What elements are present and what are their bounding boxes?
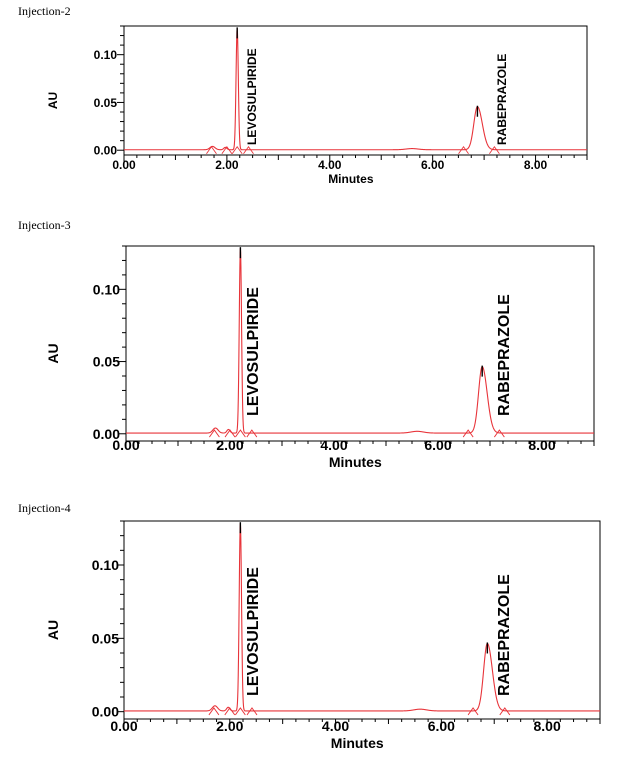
- injection-title: Injection-3: [18, 218, 71, 232]
- x-tick-label: 0.00: [112, 437, 139, 453]
- chromatogram-trace: [126, 248, 594, 434]
- y-tick-label: 0.00: [94, 144, 118, 158]
- chromatogram-chart: 0.00 2.00 4.00 6.00 8.00 0.00 0.05 0.10 Minutes A…: [45, 520, 601, 751]
- y-tick-label: 0.05: [92, 630, 119, 646]
- y-tick-label: 0.10: [92, 557, 119, 573]
- x-tick-label: 2.00: [216, 718, 243, 734]
- y-tick-label: 0.05: [93, 354, 120, 370]
- peak-label: LEVOSULPIRIDE: [245, 48, 259, 145]
- peak-label: LEVOSULPIRIDE: [245, 287, 262, 416]
- x-tick-label: 6.00: [428, 718, 455, 734]
- integration-marker: [209, 429, 220, 438]
- plot-frame: [125, 245, 595, 442]
- x-tick-label: 4.00: [322, 718, 349, 734]
- integration-marker: [246, 707, 258, 716]
- injection-title: Injection-2: [18, 4, 71, 18]
- integration-marker: [493, 429, 505, 438]
- integration-marker: [224, 429, 236, 438]
- chromatogram-trace: [124, 523, 600, 712]
- integration-marker: [208, 707, 220, 716]
- y-tick-label: 0.10: [94, 48, 118, 62]
- peak-label: RABEPRAZOLE: [496, 574, 513, 696]
- integration-marker: [224, 707, 236, 716]
- x-tick-label: 2.00: [216, 437, 243, 453]
- integration-marker: [489, 145, 500, 155]
- integration-marker: [246, 429, 258, 438]
- plot-frame: [123, 25, 588, 156]
- integration-marker: [458, 145, 469, 155]
- x-tick-label: 4.00: [320, 437, 347, 453]
- y-axis-title: AU: [46, 92, 60, 109]
- plot-frame: [123, 520, 601, 720]
- x-tick-label: 4.00: [318, 158, 342, 172]
- peak-label: RABEPRAZOLE: [495, 54, 509, 145]
- x-axis-title: Minutes: [328, 172, 374, 186]
- y-axis-title: AU: [45, 620, 61, 640]
- integration-marker: [499, 707, 511, 716]
- y-tick-label: 0.00: [93, 426, 120, 442]
- chromatogram-chart: 0.00 2.00 4.00 6.00 8.00 0.00 0.05 0.10 Minutes A…: [46, 25, 588, 186]
- integration-marker: [234, 707, 246, 716]
- x-tick-label: 2.00: [215, 158, 239, 172]
- y-tick-label: 0.10: [93, 281, 120, 297]
- x-tick-label: 0.00: [112, 158, 136, 172]
- x-tick-label: 6.00: [424, 437, 451, 453]
- y-tick-label: 0.00: [92, 704, 119, 720]
- peak-label: RABEPRAZOLE: [496, 294, 513, 416]
- x-tick-label: 6.00: [421, 158, 445, 172]
- peak-label: LEVOSULPIRIDE: [245, 567, 262, 696]
- y-axis-title: AU: [45, 343, 61, 363]
- integration-marker: [206, 145, 217, 155]
- integration-marker: [221, 145, 233, 155]
- x-axis-title: Minutes: [331, 735, 384, 751]
- injection-title: Injection-4: [18, 501, 71, 515]
- y-tick-label: 0.05: [94, 96, 118, 110]
- x-axis-title: Minutes: [329, 454, 382, 470]
- x-tick-label: 0.00: [110, 718, 137, 734]
- x-tick-label: 8.00: [524, 158, 548, 172]
- integration-marker: [462, 429, 474, 438]
- integration-marker: [235, 429, 246, 438]
- integration-marker: [243, 145, 254, 155]
- integration-marker: [467, 707, 479, 716]
- x-tick-label: 8.00: [528, 437, 555, 453]
- x-tick-label: 8.00: [533, 718, 560, 734]
- integration-marker: [231, 145, 243, 155]
- chromatogram-chart: 0.00 2.00 4.00 6.00 8.00 0.00 0.05 0.10 Minutes A…: [45, 245, 595, 470]
- chromatogram-trace: [124, 28, 587, 151]
